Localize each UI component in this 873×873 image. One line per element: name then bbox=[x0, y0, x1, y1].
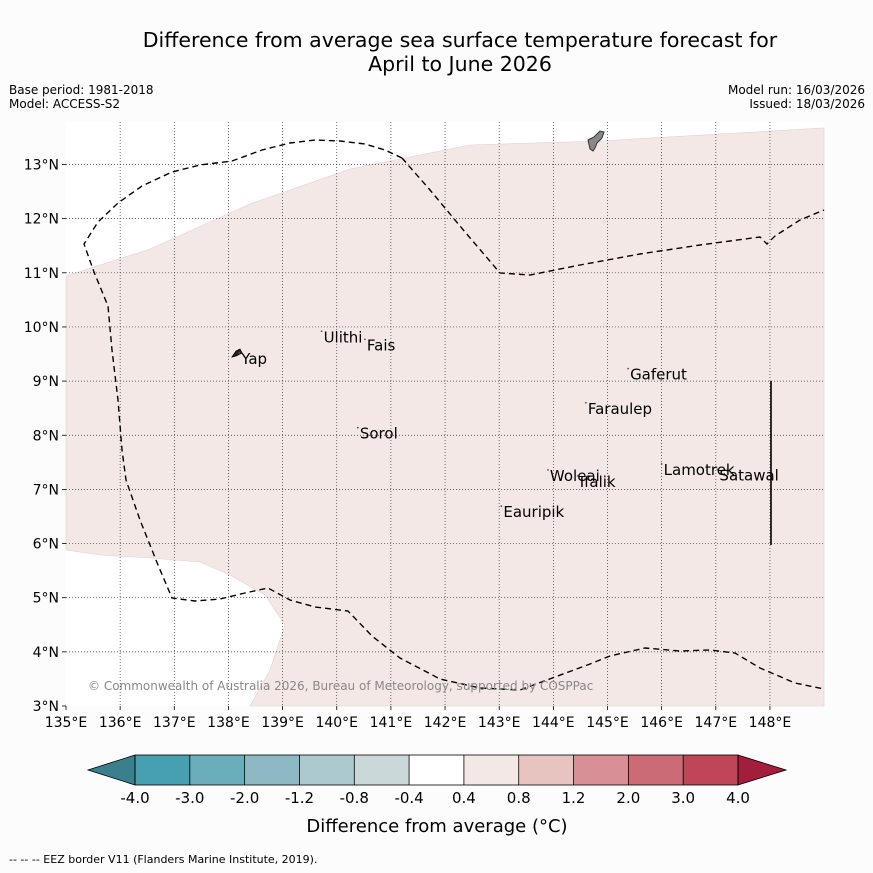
place-label: Gaferut bbox=[630, 366, 687, 384]
colorbar-tick-label: 2.0 bbox=[616, 789, 640, 807]
colorbar-swatch bbox=[354, 755, 410, 785]
place-label: Woleai bbox=[550, 467, 600, 485]
colorbar-tick-label: 4.0 bbox=[726, 789, 750, 807]
model-name: Model: ACCESS-S2 bbox=[9, 97, 121, 111]
lon-tick-label: 148°E bbox=[749, 715, 792, 731]
island-dot bbox=[547, 469, 549, 471]
yap-island bbox=[231, 348, 243, 358]
colorbar-tick-label: -3.0 bbox=[175, 789, 204, 807]
place-label: Fais bbox=[367, 336, 396, 354]
issued-date: Issued: 18/03/2026 bbox=[749, 97, 865, 111]
colorbar-tick-label: 1.2 bbox=[562, 789, 586, 807]
colorbar-tick-label: -4.0 bbox=[120, 789, 149, 807]
island-dot bbox=[716, 468, 719, 471]
place-label: Eauripik bbox=[503, 503, 564, 521]
lat-tick-label: 4°N bbox=[33, 645, 59, 661]
colorbar-swatch bbox=[683, 755, 738, 785]
colorbar-tick-label: -2.0 bbox=[230, 789, 259, 807]
island-dot bbox=[500, 505, 503, 508]
eez-border-north-east bbox=[401, 157, 825, 276]
island-dot bbox=[238, 352, 241, 354]
place-label: Faraulep bbox=[588, 400, 652, 418]
chart-title: Difference from average sea surface temp… bbox=[60, 28, 860, 76]
lon-tick-label: 147°E bbox=[695, 715, 738, 731]
colorbar-tick-label: 0.8 bbox=[507, 789, 531, 807]
place-label: Yap bbox=[240, 350, 267, 368]
island-dot bbox=[584, 401, 587, 404]
map-panel: Ulithi Fais Yap Gaferut Faraulep Sorol Lamotre… bbox=[65, 122, 825, 707]
place-label: Satawal bbox=[719, 466, 778, 484]
island-dot bbox=[660, 463, 663, 465]
lon-tick-label: 139°E bbox=[261, 715, 304, 731]
lon-tick-label: 144°E bbox=[532, 715, 575, 731]
colorbar-swatch bbox=[463, 755, 519, 785]
colorbar-swatch bbox=[573, 755, 629, 785]
longitude-labels: 135°E 136°E 137°E 138°E 139°E 140°E 141°E 142°E… bbox=[45, 706, 792, 731]
colorbar: -4.0 -3.0 -2.0 -1.2 -0.8 -0.4 0.4 0.8 1.2 2.0 3.0 4… bbox=[86, 754, 788, 807]
lon-tick-label: 141°E bbox=[370, 715, 413, 731]
island-dot bbox=[576, 474, 579, 477]
lat-tick-label: 11°N bbox=[24, 266, 59, 282]
lat-tick-label: 7°N bbox=[33, 482, 59, 498]
colorbar-swatch bbox=[518, 755, 574, 785]
lon-tick-label: 136°E bbox=[99, 715, 142, 731]
island-dot bbox=[364, 338, 366, 341]
place-label: Ulithi bbox=[324, 328, 363, 346]
meta-right: Model run: 16/03/2026 Issued: 18/03/2026 bbox=[728, 83, 865, 111]
colorbar-tick-label: 3.0 bbox=[671, 789, 695, 807]
base-period: Base period: 1981-2018 bbox=[9, 83, 154, 97]
island-dot bbox=[627, 367, 629, 370]
lat-tick-label: 12°N bbox=[24, 212, 59, 228]
colorbar-outline bbox=[134, 754, 739, 786]
meta-left: Base period: 1981-2018 Model: ACCESS-S2 bbox=[9, 83, 154, 111]
lon-tick-label: 135°E bbox=[45, 715, 88, 731]
colorbar-under-arrow bbox=[86, 754, 136, 786]
colorbar-over-arrow bbox=[737, 754, 788, 786]
lon-tick-label: 143°E bbox=[478, 715, 521, 731]
lat-tick-label: 3°N bbox=[33, 699, 59, 715]
colorbar-label: Difference from average (°C) bbox=[306, 816, 567, 837]
colorbar-tick-label: -0.8 bbox=[340, 789, 369, 807]
eez-border-north-west bbox=[83, 139, 825, 691]
colorbar-swatch bbox=[135, 755, 190, 785]
place-label: Sorol bbox=[360, 425, 398, 443]
colorbar-swatch bbox=[244, 755, 300, 785]
place-label: Lamotrek bbox=[664, 461, 735, 479]
island-dot bbox=[320, 330, 323, 333]
island-dot bbox=[356, 426, 359, 429]
guam-island bbox=[587, 130, 605, 152]
lat-tick-label: 9°N bbox=[33, 374, 59, 390]
lon-tick-label: 142°E bbox=[424, 715, 467, 731]
colorbar-swatch bbox=[299, 755, 355, 785]
graticule bbox=[66, 122, 824, 706]
lon-tick-label: 146°E bbox=[640, 715, 683, 731]
lat-tick-label: 6°N bbox=[33, 537, 59, 553]
title-line-1: Difference from average sea surface temp… bbox=[142, 28, 778, 52]
lat-tick-label: 5°N bbox=[33, 591, 59, 607]
colorbar-swatch bbox=[628, 755, 684, 785]
colorbar-tick-label: -1.2 bbox=[285, 789, 314, 807]
lon-tick-label: 145°E bbox=[586, 715, 629, 731]
lon-tick-label: 137°E bbox=[153, 715, 196, 731]
place-label: Ifalik bbox=[580, 473, 616, 491]
colorbar-tick-label: 0.4 bbox=[452, 789, 476, 807]
lon-tick-label: 140°E bbox=[315, 715, 358, 731]
colorbar-tick-label: -0.4 bbox=[394, 789, 423, 807]
title-line-2: April to June 2026 bbox=[368, 52, 552, 76]
latitude-labels: 13°N 12°N 11°N 10°N 9°N 8°N 7°N 6°N 5°N 4°N 3°N bbox=[24, 158, 66, 715]
lon-tick-label: 138°E bbox=[207, 715, 250, 731]
copyright-notice: © Commonwealth of Australia 2026, Bureau… bbox=[88, 679, 593, 693]
eez-legend: -- -- -- EEZ border V11 (Flanders Marine… bbox=[9, 853, 318, 866]
lat-tick-label: 8°N bbox=[33, 428, 59, 444]
lat-tick-label: 13°N bbox=[24, 158, 59, 174]
place-labels: Ulithi Fais Yap Gaferut Faraulep Sorol Lamotre… bbox=[238, 328, 779, 521]
colorbar-swatch bbox=[189, 755, 245, 785]
colorbar-swatch bbox=[409, 755, 464, 785]
lat-tick-label: 10°N bbox=[24, 320, 59, 336]
model-run: Model run: 16/03/2026 bbox=[727, 83, 865, 97]
